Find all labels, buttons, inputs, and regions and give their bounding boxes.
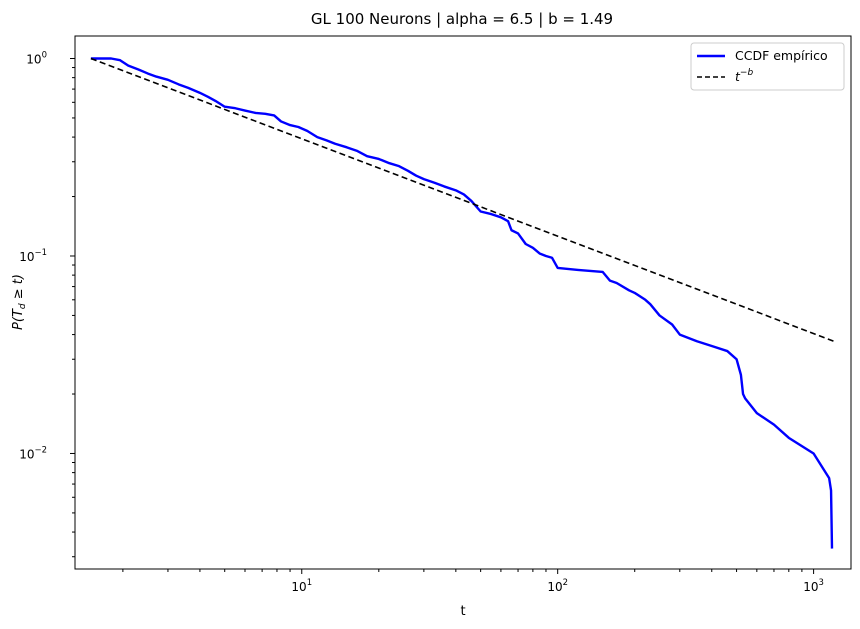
y-tick-exp: −2: [34, 445, 47, 455]
y-tick-exp: 0: [42, 51, 47, 61]
x-axis-label: t: [460, 604, 465, 619]
x-tick-base: 10: [291, 580, 306, 594]
y-tick-label: 10−2: [19, 445, 47, 461]
legend-fit-exp: −b: [740, 68, 754, 78]
x-tick-label: 101: [291, 578, 312, 594]
x-tick-label: 102: [547, 578, 568, 594]
legend-box: [690, 42, 845, 91]
x-tick-base: 10: [803, 580, 818, 594]
series-line-empirical: [90, 57, 834, 549]
x-axis-ticks: 101 102 103: [122, 569, 824, 594]
series-layer: [90, 57, 835, 549]
x-tick-exp: 3: [819, 578, 824, 588]
y-label-p: P(: [11, 316, 26, 330]
y-label-sub: d: [18, 303, 28, 309]
legend: CCDF empírico t−b: [690, 42, 845, 91]
x-tick-label: 103: [803, 578, 824, 594]
y-tick-label: 10−1: [19, 248, 47, 264]
x-tick-exp: 1: [307, 578, 312, 588]
legend-label-empirical: CCDF empírico: [735, 48, 828, 63]
x-tick-exp: 2: [563, 578, 568, 588]
plot-frame: [74, 35, 852, 570]
y-axis-label: P(Td ≥ t): [11, 274, 28, 330]
y-label-t1: T: [11, 308, 26, 317]
y-tick-label: 100: [26, 51, 47, 67]
legend-label-fit: t−b: [735, 68, 753, 84]
y-tick-exp: −1: [34, 248, 47, 258]
y-label-t2: t: [11, 278, 26, 284]
y-tick-base: 10: [19, 447, 34, 461]
legend-fit-base: t: [735, 69, 741, 84]
chart-title: GL 100 Neurons | alpha = 6.5 | b = 1.49: [311, 10, 613, 28]
y-tick-base: 10: [26, 53, 41, 67]
y-label-close: ): [11, 274, 26, 280]
y-tick-base: 10: [19, 250, 34, 264]
x-tick-base: 10: [547, 580, 562, 594]
y-label-rel: ≥: [11, 284, 26, 303]
